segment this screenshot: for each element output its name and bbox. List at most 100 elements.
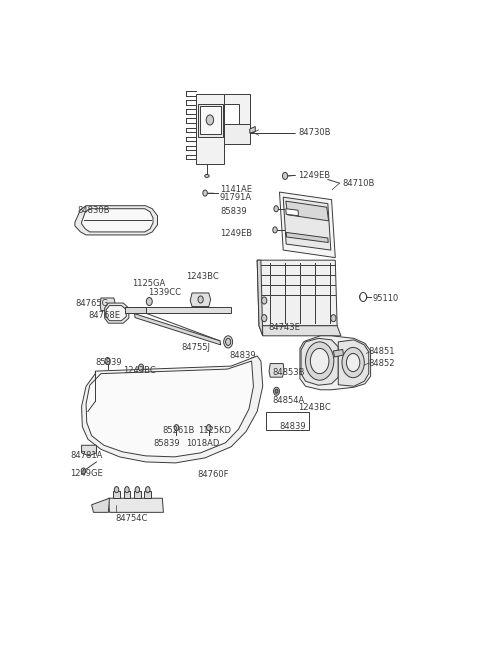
Text: 1339CC: 1339CC	[148, 288, 181, 297]
Ellipse shape	[204, 174, 209, 178]
Circle shape	[360, 292, 367, 301]
Polygon shape	[250, 126, 255, 133]
Polygon shape	[279, 192, 335, 257]
Circle shape	[139, 364, 144, 371]
Text: 84765G: 84765G	[75, 299, 108, 308]
Polygon shape	[300, 336, 371, 390]
Polygon shape	[338, 340, 369, 386]
Text: 1243BC: 1243BC	[298, 403, 331, 412]
Polygon shape	[198, 104, 223, 137]
Polygon shape	[334, 349, 344, 357]
Polygon shape	[100, 298, 115, 310]
Text: 1249EB: 1249EB	[298, 171, 330, 180]
Text: 1141AE: 1141AE	[220, 185, 252, 194]
Polygon shape	[190, 293, 211, 307]
Polygon shape	[224, 94, 250, 124]
Polygon shape	[286, 201, 329, 221]
Text: 91791A: 91791A	[220, 193, 252, 202]
Text: 95110: 95110	[372, 294, 399, 303]
Polygon shape	[124, 491, 130, 498]
Polygon shape	[134, 314, 221, 345]
Circle shape	[206, 424, 211, 430]
Polygon shape	[106, 305, 126, 321]
Circle shape	[273, 227, 277, 233]
Polygon shape	[286, 209, 299, 215]
Circle shape	[262, 314, 267, 322]
Ellipse shape	[360, 293, 367, 301]
Text: 85839: 85839	[96, 358, 122, 367]
Polygon shape	[125, 307, 145, 313]
Text: 84768E: 84768E	[88, 310, 120, 320]
Circle shape	[262, 297, 267, 304]
Polygon shape	[259, 326, 341, 336]
Circle shape	[198, 296, 203, 303]
Polygon shape	[257, 260, 337, 326]
Text: 84755J: 84755J	[181, 343, 210, 352]
Circle shape	[174, 424, 179, 430]
Polygon shape	[283, 197, 331, 250]
Text: 1249EB: 1249EB	[220, 229, 252, 238]
Text: 1125KD: 1125KD	[198, 426, 231, 435]
Polygon shape	[82, 356, 263, 463]
Text: 1125GA: 1125GA	[132, 279, 166, 288]
Circle shape	[331, 314, 336, 322]
Circle shape	[203, 190, 207, 196]
Polygon shape	[269, 364, 284, 377]
Text: 85839: 85839	[153, 439, 180, 448]
Circle shape	[145, 487, 150, 493]
Circle shape	[342, 347, 364, 378]
Text: 84760F: 84760F	[198, 470, 229, 479]
Polygon shape	[125, 307, 231, 313]
Text: 85261B: 85261B	[162, 426, 195, 435]
Text: 84781A: 84781A	[71, 451, 103, 460]
Polygon shape	[108, 498, 163, 512]
Text: 84852: 84852	[369, 358, 395, 367]
Circle shape	[275, 389, 278, 393]
Circle shape	[105, 358, 110, 365]
Circle shape	[81, 468, 85, 474]
Bar	[266, 413, 309, 430]
Polygon shape	[86, 361, 253, 457]
Text: 84853B: 84853B	[272, 367, 304, 377]
Circle shape	[274, 206, 278, 212]
Text: 85839: 85839	[220, 207, 247, 216]
Circle shape	[146, 297, 152, 305]
Text: 1249GE: 1249GE	[71, 468, 103, 477]
Circle shape	[226, 339, 231, 345]
Circle shape	[114, 487, 119, 493]
Polygon shape	[301, 339, 338, 385]
Text: 84830B: 84830B	[78, 206, 110, 215]
Polygon shape	[92, 498, 109, 512]
Text: 1243BC: 1243BC	[186, 272, 219, 281]
Text: 84854A: 84854A	[272, 396, 304, 405]
Text: 84851: 84851	[369, 347, 395, 356]
Polygon shape	[82, 445, 96, 456]
Polygon shape	[144, 491, 151, 498]
Circle shape	[311, 348, 329, 373]
Circle shape	[206, 115, 214, 125]
Circle shape	[135, 487, 140, 493]
Polygon shape	[224, 124, 250, 144]
Circle shape	[347, 354, 360, 371]
Polygon shape	[286, 233, 328, 242]
Polygon shape	[75, 206, 157, 235]
Polygon shape	[196, 94, 224, 164]
Polygon shape	[82, 209, 153, 232]
Circle shape	[125, 487, 129, 493]
Text: 84754C: 84754C	[116, 514, 148, 523]
Text: 84839: 84839	[279, 422, 306, 431]
Text: 84743E: 84743E	[268, 324, 300, 332]
Polygon shape	[113, 491, 120, 498]
Polygon shape	[257, 260, 263, 336]
Text: 1018AD: 1018AD	[186, 439, 220, 448]
Polygon shape	[105, 303, 129, 323]
Circle shape	[274, 387, 279, 396]
Text: 84730B: 84730B	[298, 128, 331, 137]
Text: 1243BC: 1243BC	[123, 365, 156, 375]
Polygon shape	[200, 106, 221, 134]
Circle shape	[224, 336, 233, 348]
Circle shape	[282, 172, 288, 179]
Text: 84839: 84839	[229, 352, 256, 360]
Text: 84710B: 84710B	[343, 179, 375, 187]
Polygon shape	[134, 491, 141, 498]
